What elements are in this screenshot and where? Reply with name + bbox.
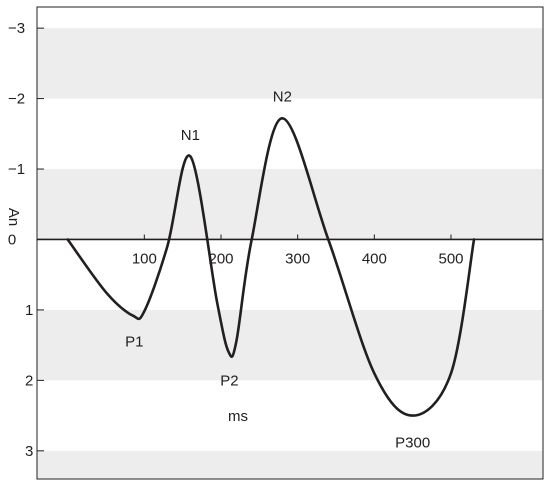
x-tick-label: 500 [438, 250, 463, 267]
x-tick-label: 200 [208, 250, 233, 267]
grid-band [37, 450, 543, 479]
x-tick-label: 300 [285, 250, 310, 267]
y-tick-label: 1 [25, 302, 33, 319]
x-tick-label: 100 [132, 250, 157, 267]
peak-label: P300 [395, 434, 430, 451]
y-axis-title: An [5, 208, 22, 226]
x-axis-title: ms [228, 408, 248, 425]
peak-label: N1 [181, 127, 200, 144]
grid-band [37, 169, 543, 240]
y-tick-label: 0 [8, 231, 16, 248]
grid-band [37, 309, 543, 381]
peak-label: P2 [220, 372, 238, 389]
y-tick-label: 2 [25, 372, 33, 389]
grid-band [37, 28, 543, 99]
y-tick-label: 3 [25, 443, 33, 460]
peak-label: P1 [125, 334, 143, 351]
plot-frame [36, 6, 544, 480]
erp-waveform-line [66, 117, 476, 417]
peak-label: N2 [273, 88, 292, 105]
y-tick-label: −1 [8, 161, 25, 178]
y-tick-label: −2 [8, 91, 25, 108]
y-tick-label: −3 [8, 20, 25, 37]
x-tick-label: 400 [362, 250, 387, 267]
